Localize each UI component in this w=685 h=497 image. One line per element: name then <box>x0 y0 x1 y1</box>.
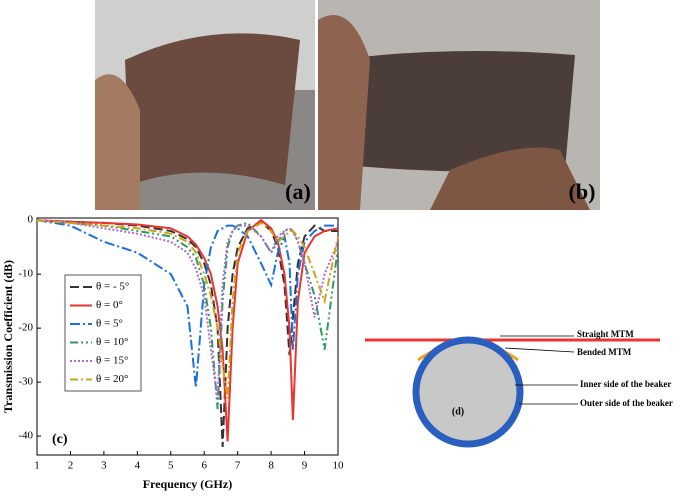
x-tick-label: 3 <box>101 460 107 472</box>
photo-label: (b) <box>569 179 596 204</box>
legend-box <box>64 274 142 392</box>
x-tick-label: 9 <box>302 460 308 472</box>
photo-label: (a) <box>285 179 311 204</box>
y-axis-label: Transmission Coefficient (dB) <box>1 260 15 413</box>
beaker <box>412 336 524 448</box>
y-tick-label: -20 <box>18 322 33 334</box>
chart: 1 2 3 4 5 6 7 8 9 10 0 -10 -20 -30 -40 Frequency (GHz) T… <box>1 214 344 491</box>
y-tick-label: -30 <box>18 376 33 388</box>
panel-label: (c) <box>52 432 68 447</box>
diagram-label: Bended MTM <box>577 347 632 357</box>
legend-label: θ = 20° <box>96 373 128 385</box>
series-line <box>36 219 338 447</box>
series-line <box>36 219 339 399</box>
legend-label: θ = 0° <box>96 299 123 311</box>
diagram-label: Inner side of the beaker <box>580 379 671 389</box>
series-line <box>36 218 339 442</box>
legend-label: θ = 15° <box>96 355 128 367</box>
legend-label: θ = 5° <box>96 318 123 330</box>
x-axis-label: Frequency (GHz) <box>143 477 232 491</box>
diagram-label: Straight MTM <box>577 329 634 339</box>
photo-b-sheet <box>335 51 575 172</box>
plot-area <box>36 217 339 456</box>
x-tick-label: 5 <box>168 460 174 472</box>
photo-a-hand <box>95 74 140 211</box>
photo-b-hand <box>430 147 590 210</box>
pointer <box>504 347 575 353</box>
photo-a-sheet <box>125 33 300 186</box>
x-tick-label: 10 <box>333 460 345 472</box>
x-tick-label: 1 <box>34 460 40 472</box>
x-tick-label: 2 <box>68 460 74 472</box>
x-tick-label: 7 <box>235 460 241 472</box>
diagram-label: (d) <box>452 406 464 417</box>
x-tick-label: 4 <box>135 460 141 472</box>
y-tick-label: -10 <box>18 268 33 280</box>
x-tick-label: 6 <box>201 460 207 472</box>
y-tick-label: 0 <box>28 214 34 226</box>
diagram-label: Outer side of the beaker <box>580 398 673 408</box>
legend-label: θ = - 5° <box>96 281 129 293</box>
photo-b-hand <box>318 15 370 210</box>
legend-label: θ = 10° <box>96 336 128 348</box>
y-tick-label: -40 <box>18 430 33 442</box>
x-tick-label: 8 <box>268 460 274 472</box>
series-line <box>36 219 339 410</box>
